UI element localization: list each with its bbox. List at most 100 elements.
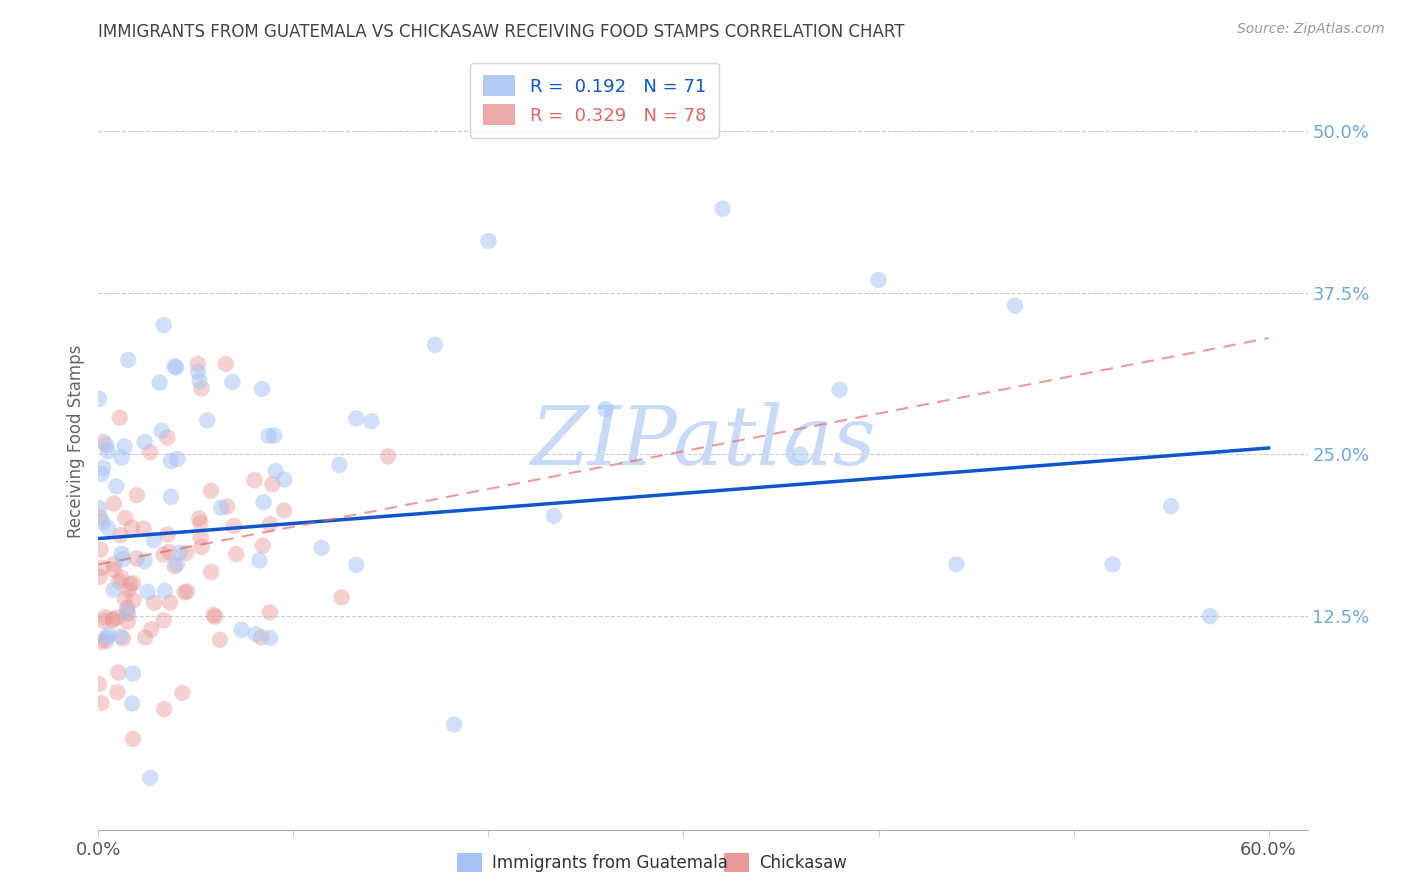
Point xyxy=(90,467,112,481)
Point xyxy=(152,613,174,627)
Point xyxy=(789,448,811,462)
Point xyxy=(103,563,125,577)
Point xyxy=(160,490,183,504)
Point xyxy=(200,483,222,498)
Point xyxy=(142,533,165,548)
Point xyxy=(195,413,218,427)
Point xyxy=(190,530,212,544)
Point xyxy=(868,273,890,287)
Point xyxy=(311,541,333,555)
Point xyxy=(91,515,114,529)
Point xyxy=(97,521,120,535)
Point xyxy=(134,435,156,450)
Point xyxy=(122,576,145,591)
Point xyxy=(134,554,156,568)
Point xyxy=(97,628,120,642)
Text: ZIPatlas: ZIPatlas xyxy=(530,401,876,482)
Point xyxy=(91,560,114,574)
Point xyxy=(125,551,148,566)
Point xyxy=(263,428,285,442)
Point xyxy=(122,666,145,681)
Point xyxy=(112,632,135,646)
Point xyxy=(117,615,139,629)
Point xyxy=(245,627,267,641)
Point xyxy=(121,697,143,711)
Point xyxy=(157,545,180,559)
Point xyxy=(250,631,273,645)
Point xyxy=(110,528,132,542)
Point xyxy=(89,510,111,524)
Point xyxy=(250,382,273,396)
Text: Immigrants from Guatemala: Immigrants from Guatemala xyxy=(492,854,728,871)
Point xyxy=(187,365,209,379)
Point xyxy=(117,607,139,621)
Point xyxy=(1101,558,1123,572)
Point xyxy=(110,571,132,585)
Text: Chickasaw: Chickasaw xyxy=(759,854,846,871)
Point xyxy=(1160,500,1182,514)
Point xyxy=(202,607,225,622)
Point xyxy=(477,234,499,248)
Point xyxy=(114,591,136,606)
Point xyxy=(96,631,118,645)
Point xyxy=(173,585,195,599)
Point xyxy=(91,461,114,475)
Point xyxy=(328,458,350,472)
Point xyxy=(122,731,145,746)
Point xyxy=(153,702,176,716)
Point xyxy=(89,570,111,584)
Point xyxy=(118,582,141,597)
Point xyxy=(273,473,295,487)
Point xyxy=(125,488,148,502)
Text: IMMIGRANTS FROM GUATEMALA VS CHICKASAW RECEIVING FOOD STAMPS CORRELATION CHART: IMMIGRANTS FROM GUATEMALA VS CHICKASAW R… xyxy=(98,23,905,41)
Point xyxy=(114,511,136,525)
Point xyxy=(101,612,124,626)
Point xyxy=(188,511,211,525)
Point xyxy=(273,503,295,517)
Point xyxy=(330,591,353,605)
Point xyxy=(344,411,367,425)
Point xyxy=(96,438,118,452)
Point xyxy=(252,539,274,553)
Point xyxy=(139,771,162,785)
Point xyxy=(259,605,281,619)
Point xyxy=(117,600,139,615)
Point xyxy=(259,517,281,532)
Point xyxy=(132,522,155,536)
Point xyxy=(111,547,134,561)
Point xyxy=(190,540,212,554)
Point xyxy=(252,495,274,509)
Point xyxy=(166,558,188,572)
Point xyxy=(225,547,247,561)
Point xyxy=(243,473,266,487)
Point xyxy=(159,596,181,610)
Point xyxy=(141,622,163,636)
Legend: R =  0.192   N = 71, R =  0.329   N = 78: R = 0.192 N = 71, R = 0.329 N = 78 xyxy=(470,62,718,137)
Point xyxy=(149,376,172,390)
Point xyxy=(160,454,183,468)
Point xyxy=(108,410,131,425)
Point xyxy=(1199,609,1222,624)
Point xyxy=(105,685,128,699)
Point xyxy=(152,318,174,333)
Point xyxy=(222,519,245,533)
Point xyxy=(423,338,446,352)
Point xyxy=(134,631,156,645)
Point xyxy=(259,631,281,645)
Point xyxy=(190,381,212,395)
Point xyxy=(208,632,231,647)
Point xyxy=(110,450,132,465)
Point xyxy=(215,357,238,371)
Point xyxy=(117,352,139,367)
Point xyxy=(120,577,142,591)
Point xyxy=(101,614,124,628)
Point xyxy=(90,635,112,649)
Point xyxy=(87,392,110,406)
Point xyxy=(103,496,125,510)
Point xyxy=(595,402,617,417)
Point xyxy=(262,477,284,491)
Point xyxy=(90,542,112,557)
Point xyxy=(97,444,120,458)
Y-axis label: Receiving Food Stamps: Receiving Food Stamps xyxy=(66,345,84,538)
Point xyxy=(103,557,125,571)
